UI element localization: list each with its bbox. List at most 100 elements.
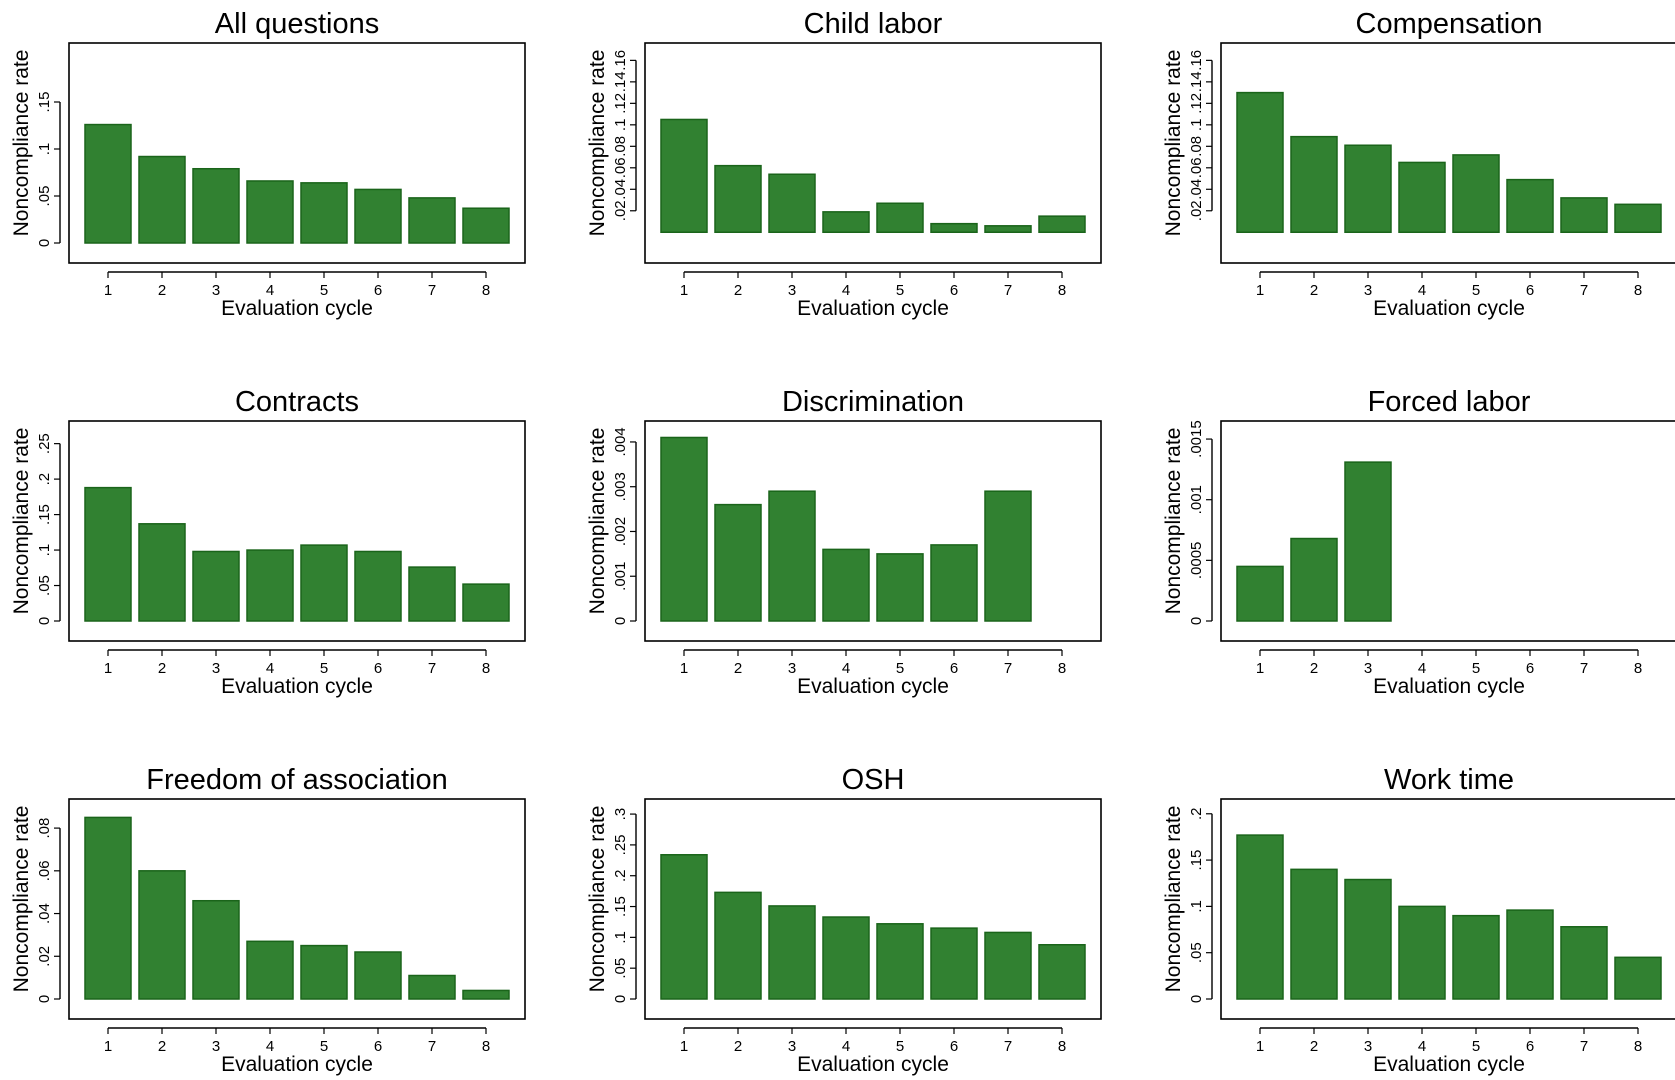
y-tick-label: .0005 — [1188, 542, 1205, 580]
x-tick-label: 8 — [482, 1038, 490, 1055]
bar — [876, 202, 924, 234]
bar — [192, 550, 240, 622]
bar — [84, 123, 132, 244]
y-axis-title: Noncompliance rate — [1162, 50, 1185, 237]
bar — [768, 490, 816, 622]
bar — [714, 891, 762, 1000]
x-tick-label: 1 — [1256, 660, 1264, 677]
bar — [1290, 868, 1338, 1000]
x-tick-label: 2 — [1310, 1038, 1318, 1055]
x-tick-label: 3 — [212, 1038, 220, 1055]
bar — [1560, 926, 1608, 1000]
plot-frame — [644, 798, 1102, 1020]
bar — [84, 816, 132, 1000]
plot-frame — [644, 42, 1102, 264]
y-tick-label: .15 — [36, 92, 53, 113]
bar — [1344, 461, 1392, 622]
x-tick-label: 1 — [104, 282, 112, 299]
x-tick-label: 4 — [842, 282, 850, 299]
x-tick-label: 7 — [1004, 282, 1012, 299]
x-tick-label: 3 — [1364, 1038, 1372, 1055]
bar — [1614, 203, 1662, 234]
x-tick-label: 1 — [1256, 282, 1264, 299]
y-tick-label: 0 — [36, 617, 53, 625]
plot-frame — [68, 798, 526, 1020]
bar — [1290, 537, 1338, 622]
x-tick-label: 2 — [1310, 660, 1318, 677]
y-tick-label: .14 — [612, 71, 629, 92]
x-tick-label: 2 — [158, 282, 166, 299]
bar — [408, 197, 456, 244]
y-tick-label: 0 — [612, 617, 629, 625]
x-tick-label: 7 — [428, 1038, 436, 1055]
bar — [408, 974, 456, 1000]
chart-panel: Forced labor 0 .0005 .001 .0015Noncompliance… — [1162, 386, 1675, 698]
y-tick-label: 0 — [1188, 617, 1205, 625]
bar — [1614, 956, 1662, 1000]
x-tick-label: 5 — [320, 282, 328, 299]
bar — [300, 182, 348, 244]
x-tick-label: 1 — [680, 282, 688, 299]
chart-panel: Child labor .02.04.06.08 .1 .12.14.16Noncom… — [586, 8, 1102, 320]
bar — [1398, 161, 1446, 234]
bar — [462, 207, 510, 244]
y-tick-label: .02 — [36, 946, 53, 967]
x-tick-label: 2 — [158, 660, 166, 677]
y-tick-label: .003 — [612, 472, 629, 501]
y-tick-label: .02 — [1188, 200, 1205, 221]
bar — [1506, 178, 1554, 234]
chart-panel: Discrimination 0 .001 .002 .003 .004Noncompli… — [586, 386, 1102, 698]
panel-title: OSH — [842, 764, 905, 796]
bar — [876, 923, 924, 1000]
bar — [300, 944, 348, 1000]
y-tick-label: 0 — [1188, 995, 1205, 1003]
x-tick-label: 2 — [158, 1038, 166, 1055]
x-tick-label: 8 — [482, 660, 490, 677]
x-tick-label: 2 — [1310, 282, 1318, 299]
y-tick-label: .06 — [36, 860, 53, 881]
bar — [192, 167, 240, 244]
bar — [138, 155, 186, 244]
y-tick-label: .06 — [612, 157, 629, 178]
y-axis-title: Noncompliance rate — [586, 428, 609, 615]
x-tick-label: 4 — [266, 282, 274, 299]
y-tick-label: .1 — [36, 544, 53, 557]
y-axis-title: Noncompliance rate — [1162, 806, 1185, 993]
x-tick-label: 7 — [1004, 1038, 1012, 1055]
bar — [930, 222, 978, 234]
x-tick-label: 7 — [1580, 660, 1588, 677]
bar — [138, 523, 186, 622]
y-tick-label: .02 — [612, 200, 629, 221]
x-tick-label: 3 — [788, 282, 796, 299]
x-tick-label: 3 — [1364, 282, 1372, 299]
bar — [822, 548, 870, 622]
y-tick-label: .08 — [36, 818, 53, 839]
panel-grid: All questions 0 .05 .1 .15 Noncompliance rate… — [10, 8, 1675, 1076]
bar — [462, 583, 510, 622]
bar — [1236, 565, 1284, 622]
x-tick-label: 4 — [266, 660, 274, 677]
panel-title: All questions — [215, 8, 379, 40]
x-axis-title: Evaluation cycle — [797, 297, 949, 320]
bar — [84, 486, 132, 622]
bar — [768, 173, 816, 234]
x-tick-label: 3 — [212, 282, 220, 299]
bar — [984, 225, 1032, 234]
y-tick-label: 0 — [36, 995, 53, 1003]
chart-panel: Freedom of association 0 .02 .04 .06 .08Nonco… — [10, 764, 526, 1076]
y-tick-label: .2 — [1188, 808, 1205, 821]
bar — [354, 550, 402, 622]
bar — [1344, 878, 1392, 1000]
y-tick-label: .08 — [1188, 136, 1205, 157]
x-tick-label: 7 — [428, 660, 436, 677]
y-tick-label: .16 — [612, 50, 629, 71]
y-tick-label: .002 — [612, 517, 629, 546]
x-tick-label: 7 — [1004, 660, 1012, 677]
y-tick-label: .04 — [36, 903, 53, 924]
bar — [192, 899, 240, 1000]
y-tick-label: .05 — [36, 575, 53, 596]
x-axis-title: Evaluation cycle — [221, 297, 373, 320]
x-tick-label: 6 — [1526, 660, 1534, 677]
